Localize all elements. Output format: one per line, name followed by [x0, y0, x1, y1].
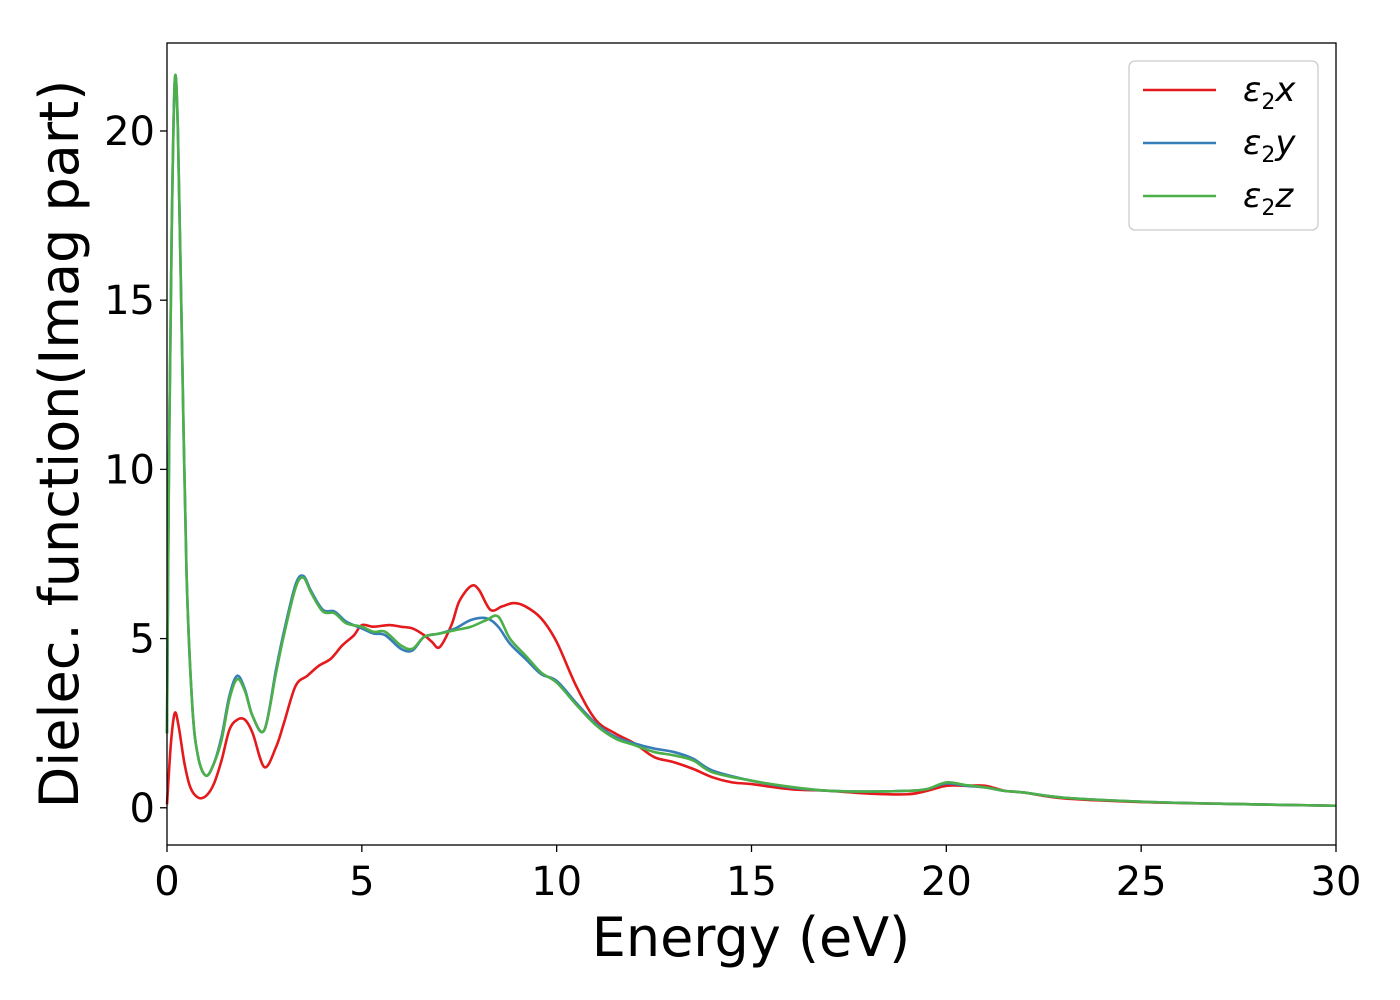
legend-label-x: ε2x	[1243, 70, 1296, 115]
y-tick-label: 15	[104, 278, 155, 324]
series-line-x	[165, 583, 1337, 808]
x-tick-label: 10	[531, 859, 582, 905]
legend-label-z: ε2z	[1243, 176, 1294, 221]
x-tick-label: 20	[921, 859, 972, 905]
y-tick-label: 0	[130, 786, 155, 832]
x-tick-label: 5	[349, 859, 374, 905]
y-axis-label: Dielec. function(Imag part)	[28, 80, 91, 809]
y-tick-label: 10	[104, 447, 155, 493]
x-tick-label: 0	[154, 859, 179, 905]
y-tick-label: 20	[104, 109, 155, 155]
x-axis: 0 5 10 15 20 25 30	[154, 845, 1361, 905]
y-axis: 0 5 10 15 20	[104, 109, 167, 832]
x-axis-label: Energy (eV)	[592, 906, 911, 969]
series-layer	[165, 73, 1337, 808]
x-tick-label: 25	[1116, 859, 1167, 905]
legend-box	[1128, 60, 1319, 231]
legend: ε2x ε2y ε2z	[1128, 60, 1319, 231]
y-tick-label: 5	[130, 617, 155, 663]
x-tick-label: 15	[726, 859, 777, 905]
series-line-z	[165, 73, 1337, 808]
x-tick-label: 30	[1311, 859, 1362, 905]
legend-label-y: ε2y	[1243, 123, 1296, 168]
